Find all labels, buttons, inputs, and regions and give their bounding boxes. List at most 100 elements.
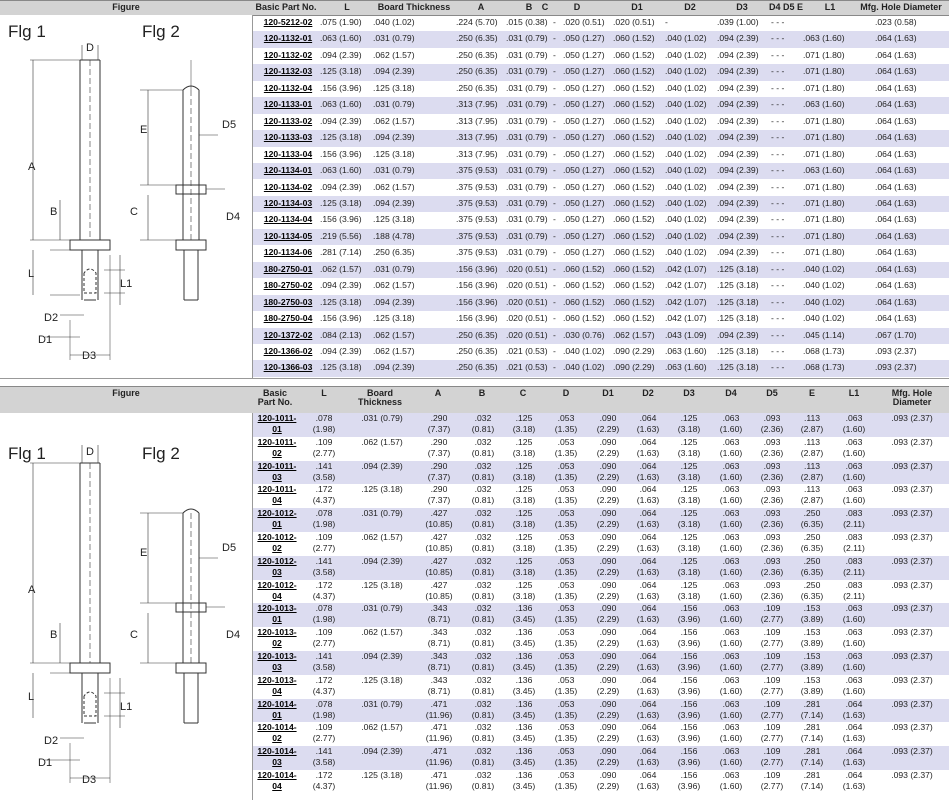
cell-mfg-hole: .064 (1.63) [875, 66, 917, 77]
part-number-prefix[interactable]: 120-1014- [257, 746, 297, 757]
part-number[interactable]: 120-1134-03 [263, 197, 313, 208]
part-number-suffix[interactable]: 03 [272, 471, 282, 482]
part-number-suffix[interactable]: 01 [272, 424, 282, 434]
cell-d4-inch: .063 [722, 770, 740, 780]
part-number-prefix[interactable]: 120-1012- [257, 579, 297, 590]
part-number-prefix[interactable]: 120-1014- [257, 698, 297, 709]
part-number[interactable]: 120-1133-04 [263, 148, 313, 159]
cell-d4-inch: .063 [722, 532, 740, 542]
part-number[interactable]: 120-1133-02 [263, 115, 313, 126]
part-number-suffix[interactable]: 02 [272, 543, 282, 553]
cell-d: .050 (1.27) [563, 165, 605, 176]
part-number-prefix[interactable]: 120-1014- [257, 722, 297, 733]
cell-board-thickness: .062 (1.57) [373, 115, 415, 126]
cell-l1: .071 (1.80) [803, 181, 845, 192]
part-number-prefix[interactable]: 120-1013- [257, 651, 297, 661]
cell-mfg-hole: .093 (2.37) [891, 698, 933, 709]
part-number[interactable]: 120-1134-05 [263, 230, 313, 241]
cell-c-mm: (3.45) [512, 638, 536, 649]
part-number-prefix[interactable]: 120-1011- [257, 460, 297, 471]
cell-e-mm: (2.87) [800, 447, 824, 458]
part-number-suffix[interactable]: 04 [272, 781, 282, 791]
cell-d: .050 (1.27) [563, 197, 605, 208]
cell-d5-mm: (2.77) [760, 757, 784, 768]
part-number[interactable]: 180-2750-01 [263, 263, 313, 274]
part-number[interactable]: 120-1366-02 [263, 346, 313, 356]
part-number-suffix[interactable]: 01 [272, 519, 282, 530]
part-number-prefix[interactable]: 120-1011- [257, 436, 297, 447]
part-number-prefix[interactable]: 120-1012- [257, 532, 297, 542]
part-number[interactable]: 180-2750-02 [263, 280, 313, 291]
cell-d3: .094 (2.39) [717, 197, 759, 208]
part-number[interactable]: 180-2750-04 [263, 313, 313, 324]
dim-a: A [28, 161, 36, 173]
cell-d4-mm: (1.60) [719, 614, 743, 625]
part-number-prefix[interactable]: 120-1012- [257, 508, 297, 519]
part-number-suffix[interactable]: 03 [272, 662, 282, 672]
part-number[interactable]: 120-1366-03 [263, 362, 313, 373]
dim-d5: D5 [222, 542, 236, 554]
part-number[interactable]: 120-1133-01 [263, 99, 313, 110]
cell-e-inch: .250 [803, 555, 821, 566]
part-number-suffix[interactable]: 02 [272, 638, 282, 649]
part-number-prefix[interactable]: 120-1013- [257, 627, 297, 638]
part-number[interactable]: 120-1132-02 [263, 49, 313, 60]
cell-l: .063 (1.60) [320, 99, 362, 110]
part-number-prefix[interactable]: 120-1013- [257, 603, 297, 614]
cell-mfg-hole: .064 (1.63) [875, 280, 917, 291]
part-number-suffix[interactable]: 03 [272, 566, 282, 577]
cell-board-thickness: .094 (2.39) [361, 746, 403, 757]
part-number[interactable]: 180-2750-03 [263, 296, 313, 307]
cell-mfg-hole: .093 (2.37) [875, 362, 917, 373]
cell-d5-mm: (2.36) [760, 543, 784, 553]
part-number[interactable]: 120-1372-02 [263, 329, 313, 340]
cell-d3-mm: (3.96) [677, 733, 701, 744]
part-number[interactable]: 120-1132-01 [263, 33, 313, 44]
cell-l-inch: .109 [315, 532, 333, 542]
cell-d2-inch: .064 [639, 579, 657, 590]
cell-d: .050 (1.27) [563, 82, 605, 93]
cell-d5-mm: (2.36) [760, 566, 784, 577]
cell-b-inch: .032 [474, 508, 492, 519]
cell-board-thickness: .125 (3.18) [373, 148, 415, 159]
cell-d4-mm: (1.60) [719, 757, 743, 768]
part-number[interactable]: 120-1132-03 [263, 66, 313, 77]
pin-drawing: Flg 1 Flg 2 D A B L L1 D2 D1 D3 E C D5 D… [8, 22, 240, 362]
cell-b-inch: .032 [474, 413, 492, 423]
table-row: 120-1013- 03 .094 (2.39) .141 (3.58) .343 (8.7… [253, 651, 949, 675]
cell-l: .156 (3.96) [320, 313, 362, 324]
part-number-suffix[interactable]: 04 [272, 495, 282, 506]
part-number-suffix[interactable]: 02 [272, 733, 282, 744]
part-number-prefix[interactable]: 120-1014- [257, 770, 297, 780]
part-number[interactable]: 120-1134-01 [263, 165, 313, 176]
cell-c-mm: (3.18) [512, 566, 536, 577]
part-number-prefix[interactable]: 120-1012- [257, 555, 297, 566]
cell-c-inch: .125 [515, 508, 533, 519]
part-number-prefix[interactable]: 120-1013- [257, 674, 297, 685]
part-number-suffix[interactable]: 04 [272, 590, 282, 601]
part-number[interactable]: 120-1133-03 [263, 132, 313, 143]
part-number[interactable]: 120-5212-02 [263, 17, 313, 27]
cell-d5-mm: (2.77) [760, 638, 784, 649]
cell-a-inch: .427 [430, 508, 448, 519]
part-number-suffix[interactable]: 04 [272, 685, 282, 696]
cell-l: .281 (7.14) [320, 247, 362, 258]
part-number-suffix[interactable]: 01 [272, 614, 282, 625]
table-row: 120-1014- 01 .031 (0.79) .078 (1.98) .471 (11.… [253, 698, 949, 723]
header-mfg-hole: Mfg. Hole Diameter [860, 2, 942, 12]
part-number-suffix[interactable]: 01 [272, 709, 282, 720]
part-number-prefix[interactable]: 120-1011- [257, 484, 297, 495]
cell-d2-mm: (1.63) [636, 685, 660, 696]
part-number[interactable]: 120-1134-04 [263, 214, 313, 225]
cell-mfg-hole: .064 (1.63) [875, 99, 917, 110]
header-d: D [573, 2, 581, 12]
cell-l1-inch: .063 [845, 651, 863, 661]
part-number[interactable]: 120-1134-06 [263, 247, 313, 258]
part-number-suffix[interactable]: 02 [272, 447, 282, 458]
cell-board-thickness: .031 (0.79) [373, 263, 415, 274]
cell-l1-mm: (1.60) [842, 685, 866, 696]
part-number[interactable]: 120-1132-04 [263, 82, 313, 93]
part-number-suffix[interactable]: 03 [272, 757, 282, 768]
part-number[interactable]: 120-1134-02 [263, 181, 313, 192]
part-number-prefix[interactable]: 120-1011- [257, 413, 297, 423]
